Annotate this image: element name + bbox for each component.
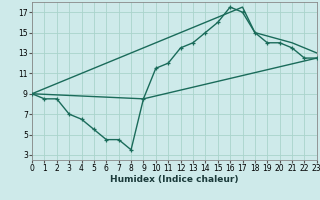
X-axis label: Humidex (Indice chaleur): Humidex (Indice chaleur) xyxy=(110,175,239,184)
